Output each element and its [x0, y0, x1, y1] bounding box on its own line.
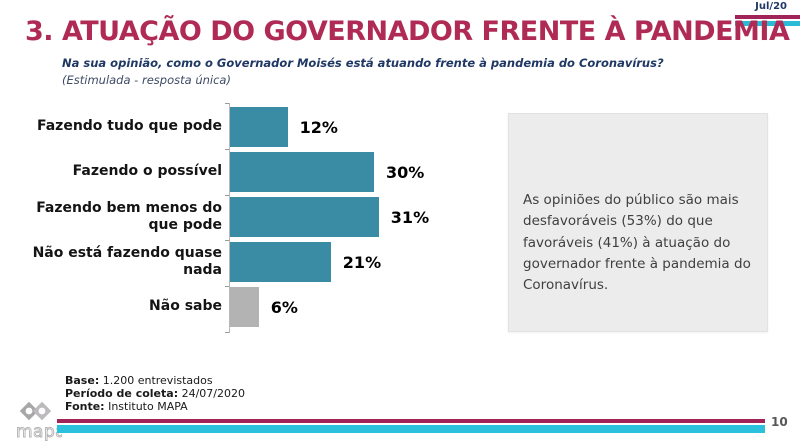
axis-tick: [225, 240, 229, 242]
axis-tick: [225, 286, 229, 288]
insight-box: As opiniões do público são mais desfavor…: [508, 113, 768, 332]
bar-chart: Fazendo tudo que pode 12% Fazendo o possív…: [30, 107, 429, 332]
footnote-fonte: Fonte: Instituto MAPA: [65, 400, 245, 413]
category-label: Fazendo bem menos do que pode: [36, 199, 222, 234]
footnote-value: Instituto MAPA: [104, 400, 188, 413]
bar: [230, 287, 259, 327]
question-note: (Estimulada - resposta única): [62, 73, 231, 87]
value-label: 21%: [342, 252, 382, 272]
value-label: 12%: [299, 117, 338, 137]
bar: [230, 152, 374, 192]
mapa-logo-text: mapa: [16, 422, 62, 442]
bottom-accent-stripe-cyan: [57, 424, 765, 433]
chart-row: Fazendo bem menos do que pode 31%: [30, 197, 429, 237]
question-block: Na sua opinião, como o Governador Moisés…: [62, 56, 664, 87]
top-accent-stripe-pink: [735, 15, 800, 19]
axis-tick: [225, 194, 229, 196]
bar: [230, 107, 288, 147]
value-label: 30%: [386, 162, 425, 182]
footnote-label: Fonte:: [65, 400, 105, 413]
insight-text: As opiniões do público são mais desfavor…: [523, 192, 751, 294]
page-title: 3. ATUAÇÃO DO GOVERNADOR FRENTE À PANDEM…: [25, 16, 790, 47]
category-label: Não está fazendo quase nada: [32, 244, 222, 279]
bar: [230, 197, 379, 237]
category-label: Fazendo o possível: [72, 163, 222, 180]
footnote-label: Período de coleta:: [65, 387, 179, 400]
chart-row: Não sabe 6%: [30, 287, 429, 327]
value-label: 6%: [270, 297, 298, 317]
footnotes: Base: 1.200 entrevistados Período de col…: [65, 374, 245, 413]
question-text: Na sua opinião, como o Governador Moisés…: [62, 56, 664, 70]
chart-row: Fazendo tudo que pode 12%: [30, 107, 429, 147]
category-label: Não sabe: [149, 298, 222, 315]
bar: [230, 242, 331, 282]
mapa-logo-icon: mapa: [16, 401, 66, 442]
value-label: 31%: [390, 207, 430, 227]
chart-row: Fazendo o possível 30%: [30, 152, 429, 192]
date-label: Jul/20: [755, 1, 787, 12]
chart-axis: [225, 103, 230, 333]
axis-tick: [225, 332, 229, 333]
chart-row: Não está fazendo quase nada 21%: [30, 242, 429, 282]
axis-tick: [225, 148, 229, 150]
top-accent-stripe-cyan: [735, 20, 800, 26]
axis-tick: [225, 103, 229, 104]
footnote-value: 1.200 entrevistados: [99, 374, 213, 387]
category-label: Fazendo tudo que pode: [36, 118, 222, 135]
mapa-logo: mapa: [14, 400, 66, 443]
footnote-label: Base:: [65, 374, 100, 387]
bottom-accent-stripe-maroon: [57, 419, 765, 423]
footnote-base: Base: 1.200 entrevistados: [65, 374, 245, 387]
footnote-periodo: Período de coleta: 24/07/2020: [65, 387, 245, 400]
footnote-value: 24/07/2020: [178, 387, 245, 400]
page-number: 10: [771, 415, 788, 429]
